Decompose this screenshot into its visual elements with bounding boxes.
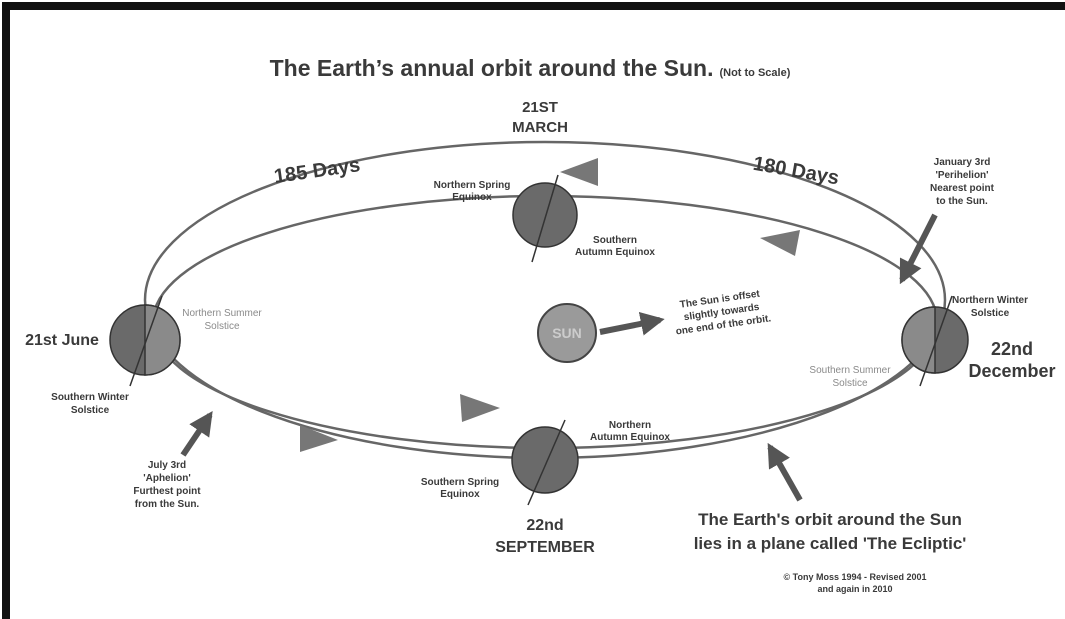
text-line: 22nd (526, 517, 563, 534)
text-line: 'Perihelion' (935, 170, 988, 181)
text-line: The Earth's orbit around the Sun (698, 510, 962, 529)
text-line: lies in a plane called 'The Ecliptic' (694, 534, 967, 553)
text-line: Northern Spring (434, 180, 511, 191)
earth (512, 427, 578, 493)
text-line: Solstice (204, 321, 239, 332)
text-line: Equinox (452, 192, 492, 203)
text-line: Southern (593, 235, 637, 246)
text-line: Autumn Equinox (590, 432, 670, 443)
text-line: July 3rd (148, 460, 186, 471)
text-line: Southern Spring (421, 477, 499, 488)
text-line: to the Sun. (936, 196, 988, 207)
text-line: Northern Summer (182, 308, 262, 319)
text-line: December (968, 361, 1055, 381)
text-line: 21ST (522, 99, 558, 116)
subtitle: (Not to Scale) (719, 67, 790, 79)
text-line: Furthest point (133, 486, 201, 497)
text-line: Solstice (971, 308, 1010, 319)
text-line: © Tony Moss 1994 - Revised 2001 (783, 572, 926, 582)
title-text: The Earth’s annual orbit around the Sun. (270, 55, 714, 81)
diagram: SUN The Earth’s annual orbit around the … (0, 0, 1065, 619)
text-line: Solstice (832, 378, 867, 389)
sun-label: SUN (552, 325, 582, 341)
text-line: Nearest point (930, 183, 995, 194)
text-line: from the Sun. (135, 499, 200, 510)
text-line: Northern Winter (952, 295, 1028, 306)
earth (513, 183, 577, 247)
text-line: Autumn Equinox (575, 247, 655, 258)
text-line: SEPTEMBER (495, 539, 595, 556)
text-line: 'Aphelion' (143, 473, 191, 484)
text-line: Southern Winter (51, 392, 129, 403)
title: The Earth’s annual orbit around the Sun.… (270, 55, 791, 81)
text-line: Northern (609, 420, 651, 431)
text-line: Southern Summer (809, 365, 891, 376)
text-line: and again in 2010 (817, 584, 892, 594)
text-line: Solstice (71, 405, 110, 416)
date-label: 21st June (25, 332, 99, 349)
text-line: Equinox (440, 489, 480, 500)
text-line: MARCH (512, 119, 568, 136)
text-line: 22nd (991, 339, 1033, 359)
text-line: January 3rd (934, 157, 991, 168)
